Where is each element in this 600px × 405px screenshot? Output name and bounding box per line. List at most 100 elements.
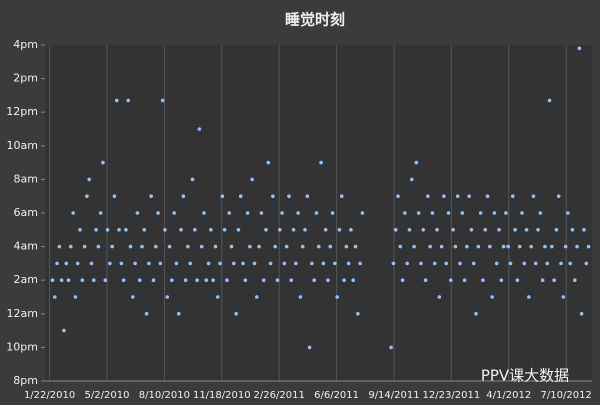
point — [524, 228, 529, 232]
point — [550, 244, 554, 249]
point — [211, 278, 215, 283]
x-tick-label: 4/1/2012 — [486, 390, 531, 401]
point — [144, 312, 149, 316]
point — [89, 261, 94, 266]
point — [248, 244, 252, 249]
point — [339, 194, 344, 198]
point — [213, 244, 218, 249]
point — [421, 228, 426, 232]
point — [307, 345, 312, 350]
point — [467, 194, 471, 198]
point — [316, 244, 321, 249]
point — [250, 177, 255, 182]
point — [353, 244, 358, 249]
point — [52, 295, 57, 299]
point — [75, 261, 80, 266]
point — [405, 261, 409, 266]
point — [114, 98, 119, 103]
point — [266, 160, 271, 165]
y-tick-label: 2am — [14, 273, 38, 286]
point — [328, 244, 333, 249]
point — [140, 244, 144, 249]
point — [163, 228, 167, 232]
point — [284, 244, 289, 249]
point — [344, 244, 349, 249]
point — [73, 295, 78, 299]
point — [428, 244, 432, 249]
point — [570, 228, 575, 232]
point — [556, 194, 561, 198]
point — [156, 211, 160, 215]
point — [398, 244, 403, 249]
point — [435, 228, 439, 232]
point — [538, 211, 543, 215]
point — [552, 278, 556, 283]
point — [238, 194, 243, 198]
point — [391, 261, 396, 266]
y-tick-label: 8am — [14, 172, 38, 185]
point — [522, 261, 527, 266]
point — [142, 228, 147, 232]
point — [437, 295, 442, 299]
point — [55, 261, 59, 266]
x-tick-label: 11/18/2010 — [193, 390, 251, 401]
point — [412, 244, 416, 249]
point — [298, 295, 303, 299]
point — [414, 160, 419, 165]
y-tick-label: 6am — [14, 206, 38, 219]
point — [296, 211, 300, 215]
point — [419, 261, 423, 266]
point — [199, 244, 204, 249]
point — [137, 278, 142, 283]
point — [259, 211, 264, 215]
point — [396, 194, 400, 198]
x-tick-label: 7/10/2012 — [541, 390, 592, 401]
point — [243, 278, 248, 283]
point — [360, 211, 365, 215]
point — [517, 244, 522, 249]
x-tick-label: 1/22/2010 — [24, 390, 75, 401]
point — [220, 194, 225, 198]
point — [312, 278, 316, 283]
point — [135, 211, 140, 215]
point — [458, 261, 462, 266]
point — [333, 261, 337, 266]
point — [103, 278, 108, 283]
point — [234, 312, 238, 316]
point — [494, 261, 499, 266]
point — [287, 194, 291, 198]
point — [469, 228, 474, 232]
point — [579, 312, 584, 316]
point — [273, 244, 277, 249]
point — [291, 228, 296, 232]
point — [389, 345, 393, 350]
point — [584, 261, 589, 266]
point — [478, 211, 483, 215]
point — [264, 228, 268, 232]
point — [462, 278, 467, 283]
point — [545, 261, 550, 266]
y-tick-label: 4am — [14, 240, 38, 253]
point — [82, 244, 87, 249]
point — [444, 261, 449, 266]
point — [112, 194, 117, 198]
point — [520, 211, 524, 215]
x-tick-label: 2/26/2011 — [254, 390, 305, 401]
point — [335, 295, 339, 299]
point — [451, 228, 455, 232]
point — [131, 295, 135, 299]
point — [147, 261, 151, 266]
point — [119, 261, 124, 266]
point — [158, 261, 163, 266]
x-tick-label: 9/14/2011 — [368, 390, 419, 401]
point — [393, 228, 398, 232]
point — [510, 194, 515, 198]
point — [471, 261, 476, 266]
point — [504, 211, 508, 215]
point — [176, 312, 181, 316]
point — [356, 312, 360, 316]
point — [540, 278, 545, 283]
point — [57, 244, 62, 249]
point — [314, 211, 319, 215]
point — [442, 194, 446, 198]
